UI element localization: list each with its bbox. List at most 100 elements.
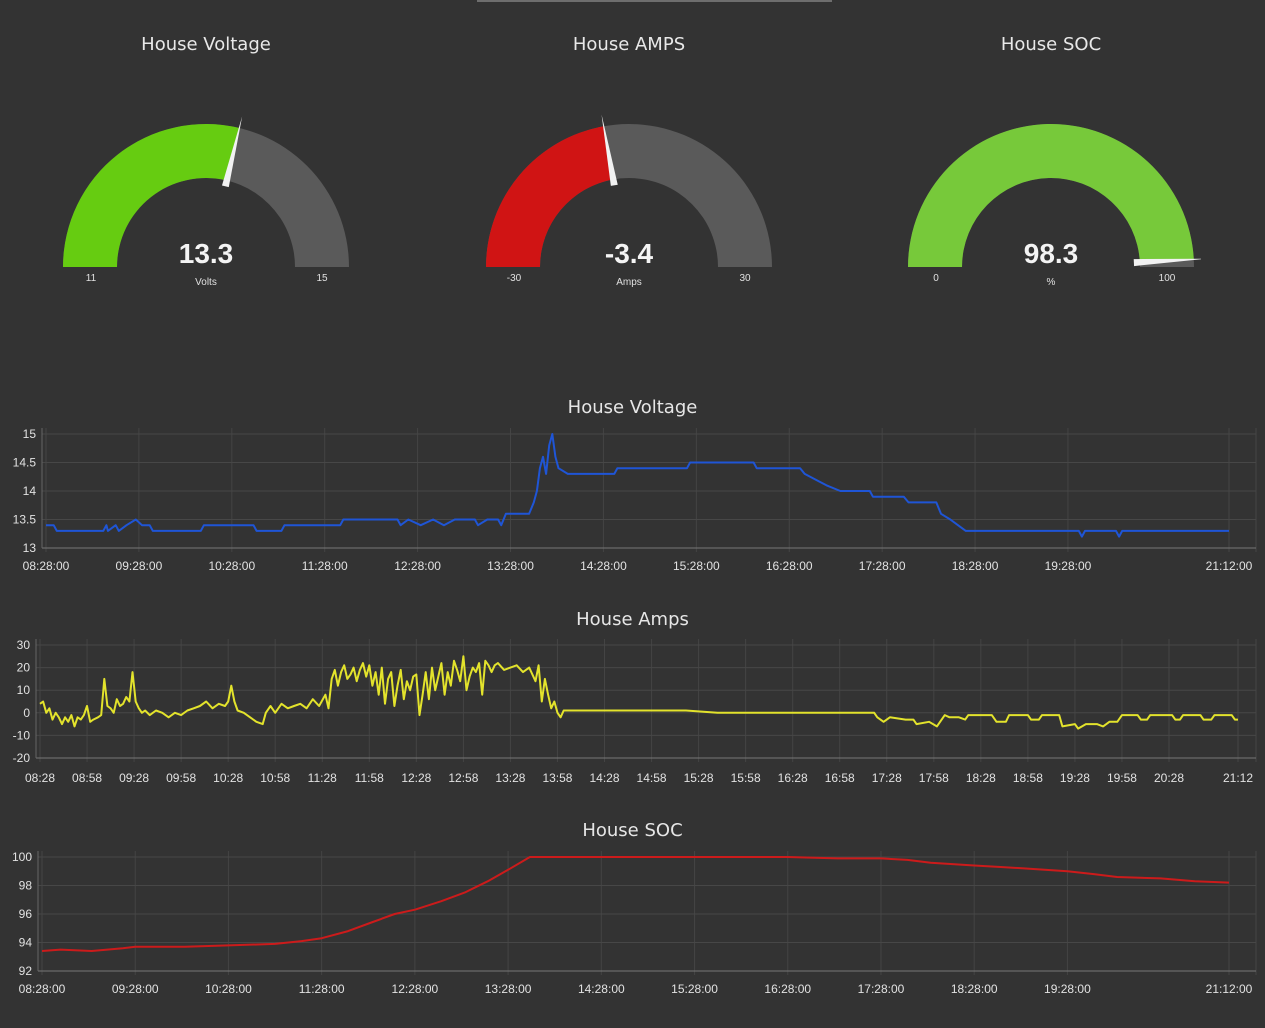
x-tick-label: 15:28 [684,771,714,785]
gauge-fill [486,126,614,267]
x-tick-label: 16:28:00 [766,559,813,573]
x-tick-label: 18:28:00 [951,982,998,996]
x-tick-label: 19:28:00 [1044,982,1091,996]
x-tick-label: 17:28:00 [859,559,906,573]
x-tick-label: 08:28:00 [19,982,66,996]
y-tick-label: 14.5 [13,456,37,470]
soc-gauge: 98.3 % 0 100 [908,124,1201,288]
gauge-unit: % [1047,277,1056,288]
y-tick-label: 98 [19,879,33,893]
x-tick-label: 08:28:00 [23,559,70,573]
gauge-value: 13.3 [179,238,234,269]
y-tick-label: 96 [19,907,33,921]
x-tick-label: 17:28:00 [858,982,905,996]
gauge-title-soc: House SOC [1000,34,1102,55]
x-tick-label: 13:28:00 [487,559,534,573]
y-tick-label: 14 [23,484,37,498]
x-tick-label: 21:12 [1223,771,1253,785]
gauge-min-label: 11 [86,273,97,284]
gauge-needle [221,116,243,188]
y-tick-label: 0 [23,706,30,720]
x-tick-label: 10:28:00 [208,559,255,573]
x-tick-label: 10:28:00 [205,982,252,996]
top-divider [477,0,832,2]
x-tick-label: 18:58 [1013,771,1043,785]
voltage-chart: 08:28:00 09:28:00 10:28:00 11:28:00 12:28:00… [13,427,1257,573]
gauge-max-label: 15 [316,273,328,284]
gauge-fill [908,124,1194,268]
gauge-value: -3.4 [605,238,654,269]
amps-gauge: -3.4 Amps -30 30 [486,114,772,288]
grid [38,851,1257,975]
x-tick-label: 12:28:00 [392,982,439,996]
y-tick-label: 10 [17,683,31,697]
gauge-needle [1133,258,1201,267]
y-tick-label: 20 [17,661,31,675]
series-line [46,433,1229,538]
series-line [39,655,1238,730]
x-tick-label: 19:28 [1060,771,1090,785]
gauge-value: 98.3 [1024,238,1079,269]
grid [42,428,1257,552]
x-tick-label: 10:58 [260,771,290,785]
voltage-gauge: 13.3 Volts 11 15 [63,116,349,288]
y-tick-label: -10 [13,728,31,742]
x-tick-label: 19:58 [1107,771,1137,785]
gauge-max-label: 100 [1159,273,1176,284]
gauge-fill [63,124,240,268]
x-tick-label: 11:28 [308,771,337,785]
x-tick-label: 17:28 [872,771,902,785]
x-tick-label: 15:28:00 [671,982,718,996]
y-tick-label: 94 [19,936,33,950]
gauge-unit: Volts [195,277,217,288]
amps-chart: 08:28 08:58 09:28 09:58 10:28 10:58 11:28 11:58… [13,638,1257,785]
gauge-needle [601,114,618,186]
y-tick-label: -20 [13,751,31,765]
gauge-unit: Amps [616,277,642,288]
x-tick-label: 20:28 [1154,771,1184,785]
x-tick-label: 16:58 [825,771,855,785]
x-tick-label: 11:28:00 [299,982,345,996]
x-tick-label: 14:58 [637,771,667,785]
x-tick-label: 12:28:00 [394,559,441,573]
x-tick-label: 09:28 [119,771,149,785]
x-tick-label: 21:12:00 [1206,982,1253,996]
y-tick-label: 30 [17,638,31,652]
x-tick-label: 13:28:00 [485,982,532,996]
y-tick-label: 100 [12,850,32,864]
voltage-chart-title: House Voltage [567,397,698,418]
x-tick-label: 14:28:00 [578,982,625,996]
x-tick-label: 15:28:00 [673,559,720,573]
gauge-min-label: -30 [507,273,522,284]
x-tick-label: 19:28:00 [1045,559,1092,573]
x-tick-label: 09:28:00 [116,559,163,573]
x-tick-label: 14:28:00 [580,559,627,573]
gauge-min-label: 0 [933,273,939,284]
y-tick-label: 15 [23,427,37,441]
soc-chart: 08:28:00 09:28:00 10:28:00 11:28:00 12:28:00… [12,850,1257,996]
x-tick-label: 21:12:00 [1206,559,1253,573]
x-tick-label: 18:28:00 [952,559,999,573]
x-tick-label: 12:58 [448,771,478,785]
y-tick-label: 13.5 [13,513,37,527]
x-tick-label: 09:58 [166,771,196,785]
x-tick-label: 15:58 [731,771,761,785]
x-tick-label: 09:28:00 [112,982,159,996]
x-tick-label: 11:58 [355,771,384,785]
gauge-title-amps: House AMPS [572,34,686,55]
x-tick-label: 08:58 [72,771,102,785]
x-tick-label: 08:28 [25,771,55,785]
y-tick-label: 13 [23,541,37,555]
x-tick-label: 13:58 [542,771,572,785]
x-tick-label: 14:28 [589,771,619,785]
series-line [41,856,1230,952]
amps-chart-title: House Amps [576,609,689,630]
x-tick-label: 10:28 [213,771,243,785]
x-tick-label: 17:58 [919,771,949,785]
soc-chart-title: House SOC [582,820,683,841]
x-tick-label: 12:28 [401,771,431,785]
gauge-max-label: 30 [739,273,751,284]
x-tick-label: 16:28:00 [764,982,811,996]
gauge-title-voltage: House Voltage [141,34,271,55]
x-tick-label: 18:28 [966,771,996,785]
